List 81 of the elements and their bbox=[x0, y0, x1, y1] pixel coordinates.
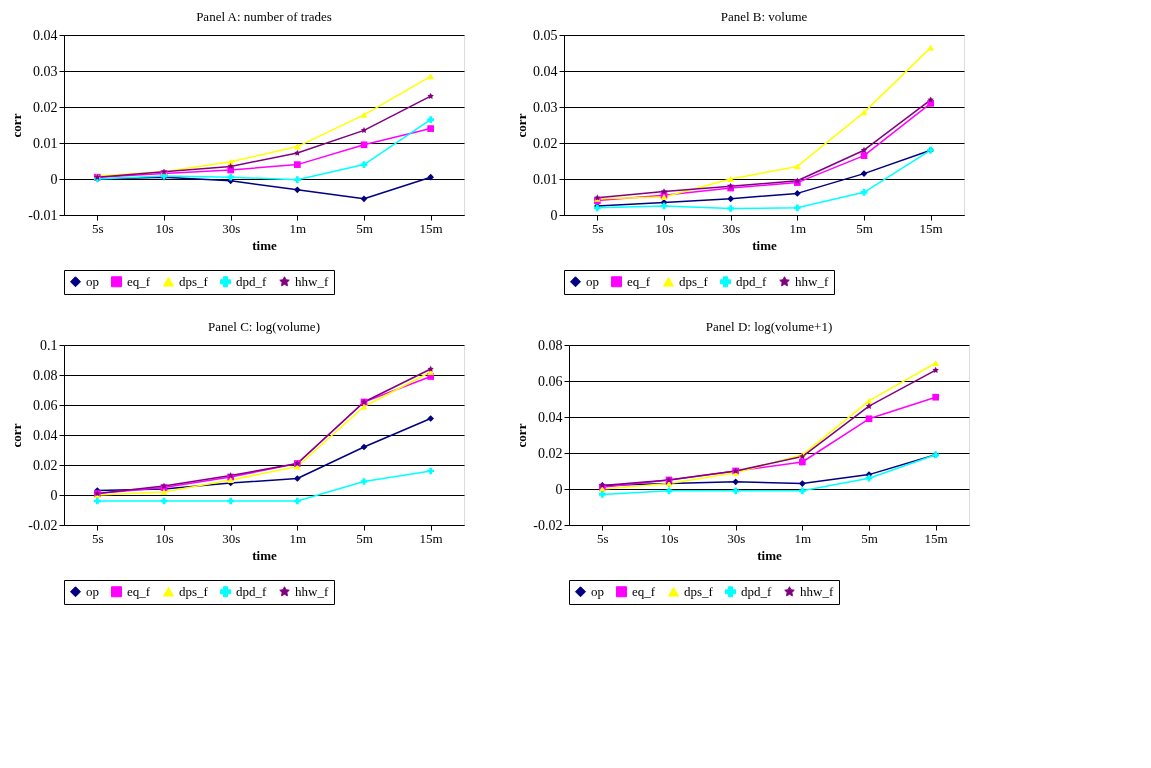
chart-title: Panel D: log(volume+1) bbox=[705, 319, 833, 334]
y-tick-label: 0.08 bbox=[33, 367, 58, 383]
x-tick-label: 5m bbox=[861, 530, 878, 546]
y-tick-label: 0.04 bbox=[538, 409, 563, 425]
x-axis-title: time bbox=[252, 237, 277, 253]
x-tick-label: 5s bbox=[597, 530, 609, 546]
x-tick-label: 5s bbox=[92, 220, 104, 236]
y-tick-label: 0.04 bbox=[533, 63, 558, 79]
y-tick-label: 0.04 bbox=[33, 427, 58, 443]
legend-label: op bbox=[591, 583, 604, 599]
legend-label: dpd_f bbox=[236, 583, 267, 599]
y-tick-label: 0.1 bbox=[40, 337, 58, 353]
y-axis-title: corr bbox=[514, 113, 529, 138]
y-tick-label: 0.03 bbox=[33, 63, 58, 79]
x-axis-title: time bbox=[252, 547, 277, 563]
x-tick-label: 10s bbox=[655, 220, 674, 236]
legend-label: eq_f bbox=[632, 583, 656, 599]
x-axis-title: time bbox=[752, 237, 777, 253]
x-tick-label: 10s bbox=[155, 530, 174, 546]
legend-label: eq_f bbox=[127, 583, 151, 599]
x-tick-label: 1m bbox=[289, 530, 307, 546]
x-tick-label: 30s bbox=[222, 530, 241, 546]
x-tick-label: 5m bbox=[856, 220, 873, 236]
legend-label: dps_f bbox=[179, 273, 209, 289]
y-tick-label: 0.04 bbox=[33, 27, 58, 43]
y-tick-label: 0.05 bbox=[533, 27, 558, 43]
legend-label: hhw_f bbox=[795, 273, 829, 289]
y-tick-label: 0 bbox=[550, 207, 558, 223]
legend-label: dps_f bbox=[679, 273, 709, 289]
legend-label: op bbox=[86, 273, 99, 289]
legend-label: hhw_f bbox=[800, 583, 834, 599]
y-tick-label: -0.01 bbox=[28, 207, 58, 223]
legend-label: dps_f bbox=[684, 583, 714, 599]
x-tick-label: 5m bbox=[356, 220, 373, 236]
x-tick-label: 1m bbox=[794, 530, 812, 546]
legend-label: dps_f bbox=[179, 583, 209, 599]
legend-label: hhw_f bbox=[295, 583, 329, 599]
x-axis-title: time bbox=[757, 547, 782, 563]
legend-label: hhw_f bbox=[295, 273, 329, 289]
x-tick-label: 1m bbox=[289, 220, 307, 236]
y-tick-label: 0.02 bbox=[33, 99, 58, 115]
y-axis-title: corr bbox=[9, 113, 25, 138]
x-tick-label: 15m bbox=[919, 220, 943, 236]
y-tick-label: 0.08 bbox=[538, 337, 563, 353]
x-tick-label: 15m bbox=[924, 530, 948, 546]
y-tick-label: 0.03 bbox=[533, 99, 558, 115]
legend-label: dpd_f bbox=[236, 273, 267, 289]
y-tick-label: 0.06 bbox=[538, 373, 563, 389]
x-tick-label: 5m bbox=[356, 530, 373, 546]
x-tick-label: 5s bbox=[592, 220, 604, 236]
y-axis-title: corr bbox=[9, 423, 25, 448]
legend-label: op bbox=[586, 273, 599, 289]
x-tick-label: 30s bbox=[222, 220, 241, 236]
x-tick-label: 15m bbox=[419, 220, 443, 236]
y-axis-title: corr bbox=[514, 423, 530, 448]
legend-label: eq_f bbox=[627, 273, 651, 289]
y-tick-label: 0 bbox=[50, 171, 58, 187]
x-tick-label: 1m bbox=[789, 220, 807, 236]
y-tick-label: 0 bbox=[555, 481, 563, 497]
y-tick-label: -0.02 bbox=[28, 517, 58, 533]
legend-label: dpd_f bbox=[741, 583, 772, 599]
x-tick-label: 30s bbox=[722, 220, 741, 236]
y-tick-label: -0.02 bbox=[533, 517, 563, 533]
chart-title: Panel C: log(volume) bbox=[208, 319, 320, 334]
legend-label: eq_f bbox=[127, 273, 151, 289]
y-tick-label: 0.02 bbox=[33, 457, 58, 473]
y-tick-label: 0.02 bbox=[538, 445, 563, 461]
x-tick-label: 10s bbox=[155, 220, 174, 236]
y-tick-label: 0.01 bbox=[33, 135, 58, 151]
y-tick-label: 0 bbox=[50, 487, 58, 503]
y-tick-label: 0.02 bbox=[533, 135, 558, 151]
chart-title: Panel B: volume bbox=[720, 9, 808, 24]
x-tick-label: 15m bbox=[419, 530, 443, 546]
legend-label: op bbox=[86, 583, 99, 599]
y-tick-label: 0.06 bbox=[33, 397, 58, 413]
x-tick-label: 10s bbox=[660, 530, 679, 546]
x-tick-label: 5s bbox=[92, 530, 104, 546]
chart-title: Panel A: number of trades bbox=[196, 9, 332, 24]
y-tick-label: 0.01 bbox=[533, 171, 558, 187]
legend-label: dpd_f bbox=[736, 273, 767, 289]
x-tick-label: 30s bbox=[727, 530, 746, 546]
